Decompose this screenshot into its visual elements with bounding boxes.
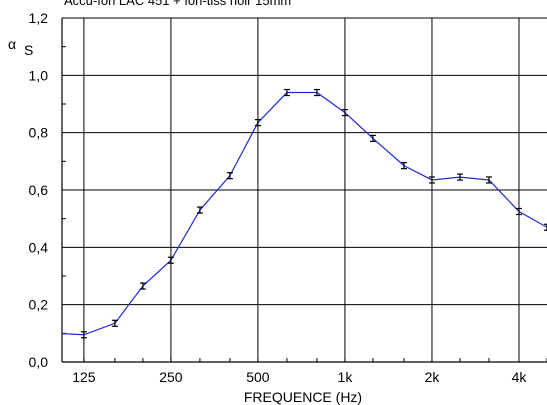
- x-axis-title: FREQUENCE (Hz): [244, 389, 362, 405]
- data-point: [254, 119, 261, 127]
- grid: [62, 17, 547, 362]
- data-point: [53, 330, 59, 336]
- y-axis-subscript: S: [24, 42, 33, 58]
- data-point: [196, 206, 203, 214]
- data-point: [313, 88, 320, 97]
- x-tick-label: 125: [72, 369, 96, 385]
- y-tick-label: 0,0: [29, 354, 49, 370]
- data-point: [167, 256, 174, 264]
- x-tick-label: 250: [159, 369, 183, 385]
- y-tick-label: 0,4: [29, 239, 49, 255]
- data-point: [428, 176, 435, 184]
- data-point: [456, 173, 463, 181]
- x-tick-label: 2k: [425, 369, 441, 385]
- data-point: [80, 331, 87, 339]
- y-tick-label: 0,2: [29, 297, 49, 313]
- series-line: [62, 91, 547, 336]
- chart-title: Accu-fon LAC 451 + fon-tiss noir 15mm: [64, 0, 291, 8]
- y-tick-label: 0,8: [29, 125, 49, 141]
- series: [53, 88, 547, 339]
- data-point: [369, 134, 376, 142]
- data-point: [485, 176, 492, 184]
- data-point: [515, 207, 522, 216]
- x-tick-label: 500: [246, 369, 270, 385]
- y-tick-label: 1,2: [29, 10, 49, 26]
- data-point: [544, 223, 547, 231]
- y-tick-label: 0,6: [29, 182, 49, 198]
- y-tick-label: 1,0: [29, 67, 49, 83]
- data-point: [283, 88, 290, 97]
- data-point: [111, 319, 118, 327]
- data-point: [341, 108, 348, 117]
- x-tick-label: 1k: [338, 369, 354, 385]
- data-point: [226, 172, 233, 180]
- data-point: [400, 162, 407, 170]
- x-tick-label: 4k: [512, 369, 528, 385]
- y-axis-symbol: α: [8, 36, 16, 52]
- data-point: [139, 282, 146, 290]
- tick-labels: 0,0 0,2 0,4 0,6 0,8 1,0 1,2 125 250 500 1k 2k 4k: [29, 10, 528, 385]
